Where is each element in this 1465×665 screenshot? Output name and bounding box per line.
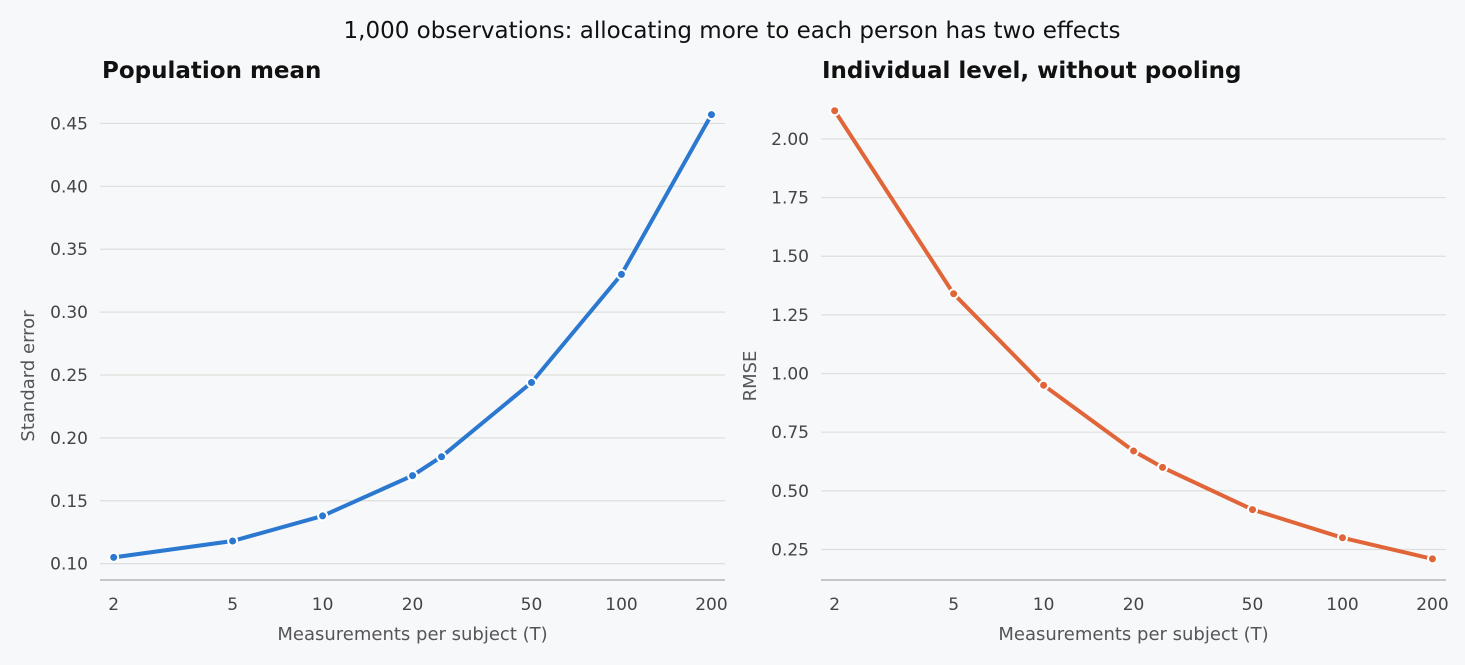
x-tick-label: 2 xyxy=(829,595,840,615)
data-point xyxy=(705,109,717,121)
panel-title: Individual level, without pooling xyxy=(822,58,1241,84)
y-tick-label: 0.35 xyxy=(50,240,88,260)
y-tick-label: 0.25 xyxy=(771,541,809,561)
x-tick-label: 100 xyxy=(605,595,637,615)
data-point xyxy=(1247,504,1259,516)
panel-individual-level: Individual level, without pooling 0.25 0.5… xyxy=(740,58,1449,645)
data-point xyxy=(436,451,448,463)
y-tick-label: 0.50 xyxy=(771,482,809,502)
series-line xyxy=(832,108,1435,561)
data-point xyxy=(1038,379,1050,391)
x-tick-label: 50 xyxy=(1242,595,1264,615)
data-point xyxy=(108,551,120,563)
x-tick-label: 5 xyxy=(227,595,238,615)
x-tick-label: 2 xyxy=(108,595,119,615)
y-tick-label: 2.00 xyxy=(771,130,809,150)
series-line xyxy=(111,112,714,560)
data-point xyxy=(1426,553,1438,565)
x-tick-label: 200 xyxy=(695,595,727,615)
data-point xyxy=(615,268,627,280)
x-axis-label: Measurements per subject (T) xyxy=(998,624,1268,645)
y-tick-label: 0.75 xyxy=(771,423,809,443)
x-tick-label: 50 xyxy=(521,595,543,615)
y-axis-label: Standard error xyxy=(18,310,39,442)
x-tick-label: 200 xyxy=(1416,595,1448,615)
y-tick-label: 0.25 xyxy=(50,366,88,386)
x-tick-label: 20 xyxy=(402,595,424,615)
x-tick-label: 10 xyxy=(1033,595,1055,615)
figure-suptitle: 1,000 observations: allocating more to e… xyxy=(344,18,1121,44)
y-tick-label: 1.00 xyxy=(771,365,809,385)
panel-population-mean: Population mean 0.10 0.15 0.20 0.25 0.30 0.35 0… xyxy=(18,58,728,645)
y-tick-label: 0.10 xyxy=(50,555,88,575)
y-axis-label: RMSE xyxy=(740,351,761,402)
y-tick-label: 0.30 xyxy=(50,303,88,323)
data-point xyxy=(948,288,960,300)
x-tick-label: 100 xyxy=(1326,595,1358,615)
x-tick-label: 10 xyxy=(312,595,334,615)
data-point xyxy=(227,535,239,547)
y-tick-label: 0.45 xyxy=(50,114,88,134)
data-point xyxy=(1128,445,1140,457)
data-point xyxy=(317,510,329,522)
y-tick-label: 0.20 xyxy=(50,429,88,449)
y-tick-label: 1.25 xyxy=(771,306,809,326)
x-tick-label: 20 xyxy=(1123,595,1145,615)
y-tick-label: 1.50 xyxy=(771,247,809,267)
data-point xyxy=(1336,532,1348,544)
data-point xyxy=(829,105,841,117)
panel-title: Population mean xyxy=(102,58,321,84)
x-axis-label: Measurements per subject (T) xyxy=(277,624,547,645)
y-tick-label: 0.15 xyxy=(50,492,88,512)
data-point xyxy=(526,377,538,389)
x-tick-label: 5 xyxy=(948,595,959,615)
data-point xyxy=(1157,461,1169,473)
data-point xyxy=(407,470,419,482)
y-tick-label: 0.40 xyxy=(50,177,88,197)
y-tick-label: 1.75 xyxy=(771,189,809,209)
